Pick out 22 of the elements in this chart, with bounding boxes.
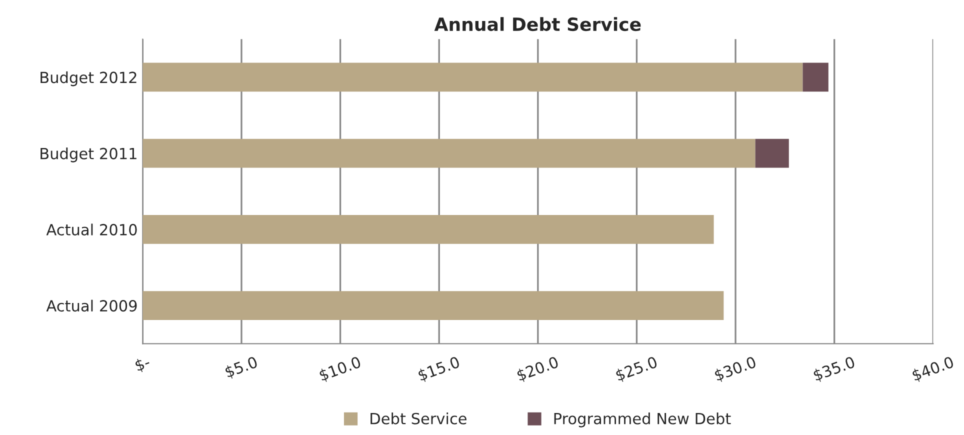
bar	[142, 291, 724, 320]
y-tick-label: Budget 2011	[40, 148, 136, 162]
x-tick-label: $25.0	[614, 356, 659, 383]
legend-label: Debt Service	[370, 412, 466, 424]
x-tick-label: $-	[134, 356, 152, 374]
bar	[755, 138, 789, 168]
x-tick-label: $20.0	[516, 356, 560, 383]
bar	[142, 62, 803, 92]
x-tick-label: $35.0	[812, 356, 856, 383]
x-tick-label: $5.0	[224, 356, 259, 380]
chart-title: Annual Debt Service	[434, 17, 641, 32]
legend-label: Programmed New Debt	[554, 412, 731, 428]
x-tick-label: $15.0	[417, 356, 461, 383]
y-tick-label: Actual 2009	[46, 300, 137, 312]
y-tick-label: Budget 2012	[40, 71, 136, 86]
x-tick-label: $10.0	[318, 356, 362, 383]
x-tick-label: $40.0	[911, 356, 955, 383]
y-tick-label: Actual 2010	[46, 224, 137, 236]
bar	[802, 62, 828, 92]
x-tick-label: $30.0	[714, 356, 758, 383]
bar	[142, 138, 756, 168]
bar	[142, 215, 714, 244]
